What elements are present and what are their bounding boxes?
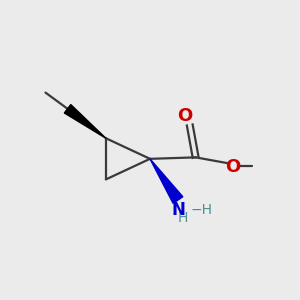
Text: O: O bbox=[225, 158, 240, 176]
Text: H: H bbox=[178, 211, 188, 225]
Polygon shape bbox=[64, 105, 106, 138]
Text: O: O bbox=[177, 107, 192, 125]
Text: N: N bbox=[172, 201, 186, 219]
Text: −H: −H bbox=[190, 203, 213, 218]
Polygon shape bbox=[150, 159, 183, 203]
